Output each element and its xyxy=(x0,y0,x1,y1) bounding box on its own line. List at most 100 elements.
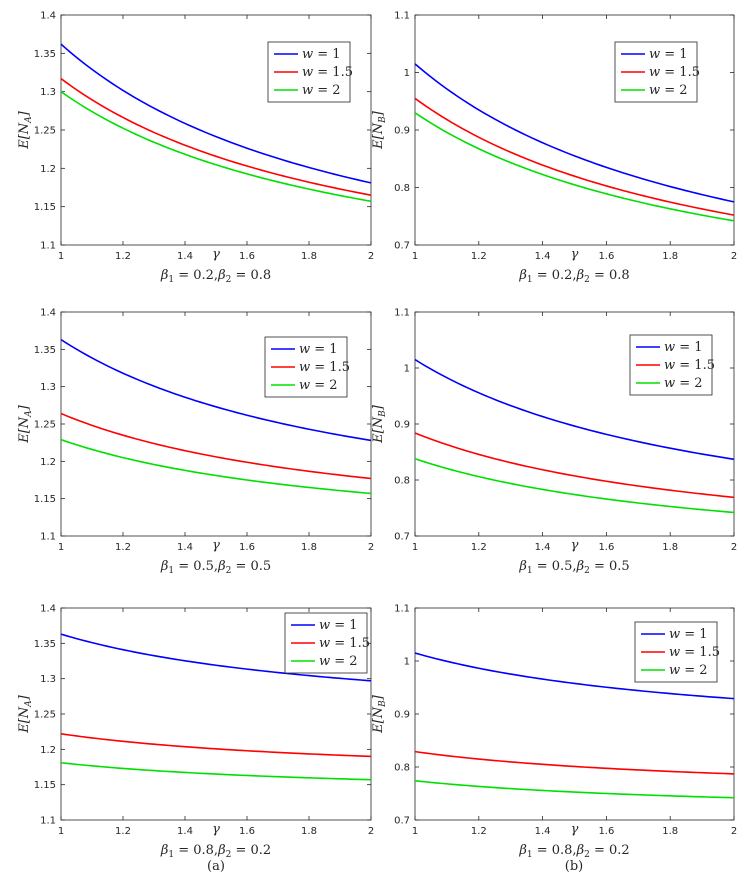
legend-entry-2: w = 1.5 xyxy=(664,358,715,373)
legend: w = 1 w = 1.5 w = 2 xyxy=(284,612,370,674)
x-tick-label: 1.8 xyxy=(301,251,317,262)
y-tick-label: 1.15 xyxy=(34,494,56,505)
y-tick-label: 1.25 xyxy=(34,126,56,137)
panel-subtitle: β1 = 0.5,β2 = 0.5 xyxy=(518,559,629,576)
legend-entry-2: w = 1.5 xyxy=(299,360,350,375)
y-tick-label: 0.7 xyxy=(394,816,410,827)
x-axis-label: γ xyxy=(212,247,220,262)
y-axis-label: E[NA] xyxy=(17,110,34,149)
x-tick-label: 1 xyxy=(58,251,64,262)
legend-entry-1: w = 1 xyxy=(302,47,341,62)
series-line-1 xyxy=(414,652,735,700)
y-tick-label: 1.25 xyxy=(34,710,56,721)
x-tick-label: 1 xyxy=(412,542,418,553)
x-tick-label: 1.6 xyxy=(598,251,614,262)
y-tick-label: 0.8 xyxy=(394,183,410,194)
y-tick-label: 1.15 xyxy=(34,202,56,213)
y-tick-label: 1.25 xyxy=(34,420,56,431)
series-line-3 xyxy=(60,438,372,495)
x-tick-label: 1 xyxy=(412,826,418,837)
legend-entry-1: w = 1 xyxy=(669,627,708,642)
x-axis-label: γ xyxy=(571,822,579,837)
x-tick-label: 1 xyxy=(58,826,64,837)
y-tick-label: 1.15 xyxy=(34,780,56,791)
x-tick-label: 1.2 xyxy=(471,542,487,553)
x-tick-label: 2 xyxy=(368,542,374,553)
y-tick-label: 1.1 xyxy=(40,241,56,252)
panel-subtitle: β1 = 0.8,β2 = 0.2 xyxy=(518,843,629,860)
x-tick-label: 1 xyxy=(412,251,418,262)
chart-panel-a3: 1 1.2 1.4 1.6 1.8 2 1.1 1.15 1.2 1.25 1.3 1.35 1.4 γ E… xyxy=(17,604,374,861)
legend-entry-3: w = 2 xyxy=(319,654,358,669)
y-tick-label: 1.3 xyxy=(40,87,56,98)
series-line-2 xyxy=(414,97,735,216)
chart-panel-a1: 1 1.2 1.4 1.6 1.8 2 1.1 1.15 1.2 1.25 1.3 1.35 1.4 γ E… xyxy=(17,11,374,286)
legend-entry-2: w = 1.5 xyxy=(319,636,370,651)
x-axis-label: γ xyxy=(571,247,579,262)
y-tick-label: 1 xyxy=(404,68,410,79)
y-tick-label: 0.8 xyxy=(394,476,410,487)
series-line-3 xyxy=(414,112,735,222)
y-tick-label: 0.9 xyxy=(394,126,410,137)
legend-entry-1: w = 1 xyxy=(299,342,338,357)
x-tick-label: 1.4 xyxy=(177,542,193,553)
legend-entry-1: w = 1 xyxy=(664,340,703,355)
series-line-3 xyxy=(60,91,372,203)
x-tick-label: 1.6 xyxy=(239,542,255,553)
series-line-3 xyxy=(414,779,735,799)
series-line-1 xyxy=(414,358,735,461)
x-tick-label: 1.2 xyxy=(471,826,487,837)
x-tick-label: 1.4 xyxy=(177,826,193,837)
series-line-3 xyxy=(60,761,372,781)
y-tick-label: 1.35 xyxy=(34,639,56,650)
x-tick-label: 2 xyxy=(368,251,374,262)
legend: w = 1 w = 1.5 w = 2 xyxy=(267,41,353,103)
y-tick-label: 1 xyxy=(404,364,410,375)
y-tick-label: 1.2 xyxy=(40,745,56,756)
y-tick-label: 1.2 xyxy=(40,164,56,175)
chart-panel-b1: 1 1.2 1.4 1.6 1.8 2 0.7 0.8 0.9 1 1.1 γ E[NB] β1 = 0.… xyxy=(371,11,737,286)
y-tick-label: 1.2 xyxy=(40,457,56,468)
y-axis-label: E[NA] xyxy=(17,404,34,443)
x-tick-label: 1.4 xyxy=(535,826,551,837)
chart-panel-a2: 1 1.2 1.4 1.6 1.8 2 1.1 1.15 1.2 1.25 1.3 1.35 1.4 γ E… xyxy=(17,308,374,577)
legend-entry-3: w = 2 xyxy=(302,83,341,98)
x-tick-label: 1.6 xyxy=(598,826,614,837)
y-tick-label: 0.8 xyxy=(394,763,410,774)
y-tick-label: 0.7 xyxy=(394,532,410,543)
legend-entry-3: w = 2 xyxy=(299,378,338,393)
y-tick-label: 0.9 xyxy=(394,420,410,431)
x-tick-label: 1.2 xyxy=(115,251,131,262)
x-axis-label: γ xyxy=(571,538,579,553)
x-tick-label: 2 xyxy=(731,826,737,837)
y-tick-label: 1.4 xyxy=(40,604,56,615)
legend: w = 1 w = 1.5 w = 2 xyxy=(614,41,700,103)
legend-entry-2: w = 1.5 xyxy=(649,65,700,80)
series-line-1 xyxy=(60,43,372,184)
chart-panel-b3: 1 1.2 1.4 1.6 1.8 2 0.7 0.8 0.9 1 1.1 γ E[NB] β1 = 0.… xyxy=(371,604,737,861)
column-label-a: (a) xyxy=(207,859,225,874)
panel-subtitle: β1 = 0.2,β2 = 0.8 xyxy=(518,268,629,285)
legend-entry-1: w = 1 xyxy=(649,47,688,62)
x-tick-label: 1.8 xyxy=(301,542,317,553)
y-tick-label: 1.1 xyxy=(394,308,410,319)
legend: w = 1 w = 1.5 w = 2 xyxy=(634,621,720,683)
x-tick-label: 1.2 xyxy=(115,826,131,837)
x-tick-label: 1.6 xyxy=(239,251,255,262)
x-tick-label: 1.8 xyxy=(662,826,678,837)
y-tick-label: 1.1 xyxy=(40,532,56,543)
panel-subtitle: β1 = 0.2,β2 = 0.8 xyxy=(160,268,271,285)
x-axis-label: γ xyxy=(212,822,220,837)
panel-subtitle: β1 = 0.5,β2 = 0.5 xyxy=(160,559,271,576)
legend-entry-3: w = 2 xyxy=(649,83,688,98)
y-tick-label: 1.4 xyxy=(40,308,56,319)
series-line-1 xyxy=(414,63,735,203)
panel-subtitle: β1 = 0.8,β2 = 0.2 xyxy=(160,843,271,860)
y-tick-label: 1.4 xyxy=(40,11,56,22)
x-tick-label: 1.6 xyxy=(239,826,255,837)
x-tick-label: 1 xyxy=(58,542,64,553)
y-tick-label: 0.7 xyxy=(394,241,410,252)
x-tick-label: 1.4 xyxy=(535,251,551,262)
legend-entry-1: w = 1 xyxy=(319,618,358,633)
